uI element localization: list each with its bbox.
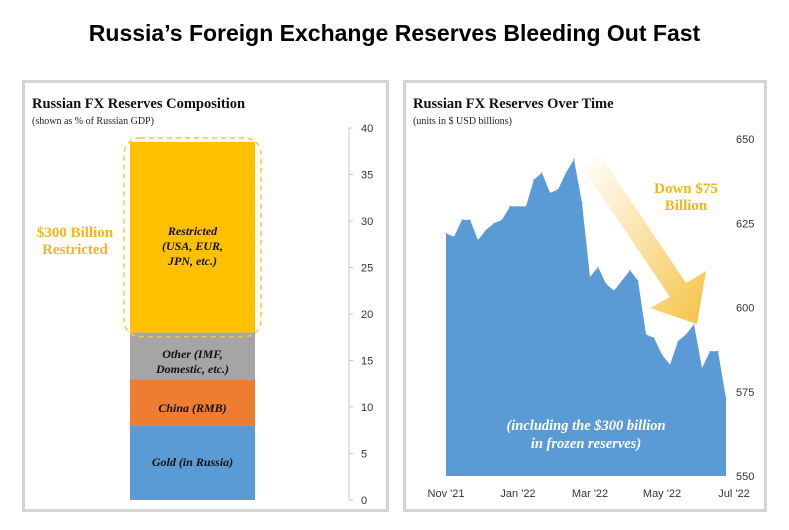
decline-annotation: Down $75 Billion: [636, 181, 736, 215]
gold-segment-label: Gold (in Russia): [151, 455, 234, 469]
bar-segment-gold: [130, 425, 255, 500]
x-tick-label: Jul '22: [718, 488, 749, 500]
y-tick-label: 15: [361, 356, 373, 368]
data-point: [677, 340, 679, 342]
data-point: [637, 279, 639, 282]
data-point: [517, 205, 519, 207]
data-point: [469, 219, 471, 221]
y-tick-label: 5: [361, 449, 367, 461]
composition-chart-subtitle: (shown as % of Russian GDP): [32, 116, 154, 127]
frozen-reserves-note: (including the $300 billion in frozen re…: [466, 417, 706, 453]
restricted-annotation-line1: $300 Billion: [36, 225, 114, 241]
other-label-line2: Domestic, etc.): [156, 362, 229, 376]
y-tick-label: 25: [361, 263, 373, 275]
composition-chart-title: Russian FX Reserves Composition: [32, 96, 246, 112]
data-point: [573, 158, 575, 160]
timeseries-chart-panel: Russian FX Reserves Over Time (units in …: [403, 80, 767, 512]
data-point: [557, 188, 559, 191]
bar-segment-restricted: [130, 141, 255, 333]
data-point: [661, 354, 663, 356]
restricted-dashed-outline: [123, 137, 262, 338]
data-point: [709, 350, 711, 352]
reserves-area: [446, 159, 726, 476]
data-point: [629, 269, 631, 272]
data-point: [717, 350, 719, 352]
y-tick-label: 625: [736, 218, 754, 230]
data-point: [653, 337, 655, 339]
x-tick-label: Nov '21: [428, 488, 465, 500]
other-segment-label: Other (IMF, Domestic, etc.): [130, 347, 255, 377]
x-tick-label: Jan '22: [500, 488, 535, 500]
y-tick-label: 575: [736, 387, 754, 399]
y-tick-label: 35: [361, 170, 373, 182]
composition-chart-panel: Russian FX Reserves Composition (shown a…: [22, 80, 389, 512]
y-tick-label: 650: [736, 134, 754, 146]
data-point: [621, 279, 623, 282]
data-point: [501, 219, 503, 221]
other-label-line1: Other (IMF,: [162, 347, 223, 361]
data-point: [645, 333, 647, 336]
restricted-label-line3: JPN, etc.): [168, 254, 217, 268]
data-point: [461, 219, 463, 221]
restricted-segment-label: Restricted (USA, EUR, JPN, etc.): [130, 224, 255, 269]
data-point: [477, 239, 479, 241]
data-point: [669, 364, 671, 366]
y-tick-label: 20: [361, 309, 373, 321]
data-point: [605, 283, 607, 285]
data-point: [589, 276, 591, 278]
y-tick-label: 40: [361, 123, 373, 135]
decline-annotation-line2: Billion: [664, 198, 708, 214]
frozen-note-line1: (including the $300 billion: [506, 418, 666, 434]
data-point: [485, 229, 487, 231]
x-tick-label: Mar '22: [572, 488, 608, 500]
frozen-note-line2: in frozen reserves): [530, 436, 642, 452]
restricted-label-line2: (USA, EUR,: [161, 239, 223, 253]
data-point: [445, 232, 447, 234]
x-tick-label: May '22: [643, 488, 681, 500]
data-point: [685, 333, 687, 336]
bar-segment-china: [130, 379, 255, 426]
data-point: [525, 205, 527, 207]
data-point: [693, 323, 695, 325]
china-segment-label: China (RMB): [158, 401, 227, 415]
data-point: [725, 397, 727, 400]
data-point: [541, 172, 543, 174]
restricted-annotation-line2: Restricted: [42, 242, 108, 258]
data-point: [509, 205, 511, 207]
data-point: [701, 367, 703, 369]
restricted-annotation: $300 Billion Restricted: [25, 225, 125, 259]
data-point: [565, 172, 567, 174]
data-point: [613, 290, 615, 292]
data-point: [493, 222, 495, 224]
decline-annotation-line1: Down $75: [654, 181, 718, 197]
timeseries-chart-subtitle: (units in $ USD billions): [413, 116, 512, 127]
data-point: [533, 178, 535, 181]
timeseries-chart-title: Russian FX Reserves Over Time: [413, 96, 614, 112]
y-tick-label: 30: [361, 216, 373, 228]
y-tick-label: 600: [736, 303, 754, 315]
y-tick-label: 10: [361, 402, 373, 414]
y-tick-label: 550: [736, 471, 754, 483]
data-point: [549, 192, 551, 194]
decline-arrow: [582, 155, 706, 324]
data-point: [453, 236, 455, 238]
timeseries-chart-svg: 550 575 600 625 650 Nov '21 Jan '22 Mar '22 May …: [428, 134, 755, 500]
page-title: Russia’s Foreign Exchange Reserves Bleed…: [88, 20, 701, 46]
data-point: [597, 266, 599, 268]
data-point: [581, 202, 583, 204]
composition-chart-svg: 0 5 10 15 20 25 30 35 40: [123, 123, 373, 507]
restricted-label-line1: Restricted: [167, 224, 218, 238]
y-tick-label: 0: [361, 495, 367, 507]
bar-segment-other: [130, 332, 255, 380]
